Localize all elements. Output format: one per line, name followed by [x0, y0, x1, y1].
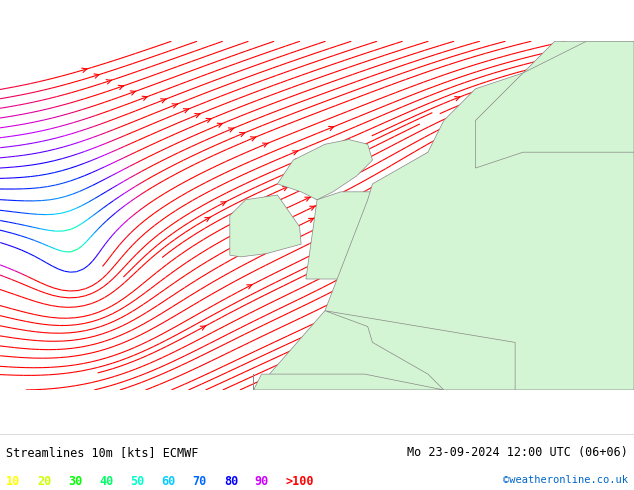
- FancyArrowPatch shape: [521, 349, 526, 354]
- FancyArrowPatch shape: [491, 324, 496, 329]
- FancyArrowPatch shape: [183, 109, 189, 113]
- FancyArrowPatch shape: [200, 326, 206, 330]
- Polygon shape: [325, 311, 515, 390]
- FancyArrowPatch shape: [205, 217, 210, 221]
- FancyArrowPatch shape: [314, 227, 320, 231]
- Text: 90: 90: [255, 475, 269, 489]
- FancyArrowPatch shape: [361, 263, 367, 268]
- FancyArrowPatch shape: [461, 310, 467, 315]
- FancyArrowPatch shape: [262, 143, 268, 147]
- FancyArrowPatch shape: [206, 119, 211, 122]
- FancyArrowPatch shape: [538, 360, 543, 364]
- FancyArrowPatch shape: [387, 267, 392, 272]
- FancyArrowPatch shape: [334, 269, 340, 273]
- FancyArrowPatch shape: [82, 68, 87, 73]
- Text: 30: 30: [68, 475, 82, 489]
- FancyArrowPatch shape: [398, 272, 404, 277]
- FancyArrowPatch shape: [439, 294, 444, 298]
- Text: 10: 10: [6, 475, 20, 489]
- FancyArrowPatch shape: [503, 339, 508, 343]
- FancyArrowPatch shape: [450, 296, 455, 301]
- FancyArrowPatch shape: [316, 259, 322, 264]
- FancyArrowPatch shape: [172, 104, 178, 108]
- FancyArrowPatch shape: [307, 185, 312, 189]
- Text: 40: 40: [100, 475, 113, 489]
- FancyArrowPatch shape: [472, 314, 478, 318]
- FancyArrowPatch shape: [533, 354, 538, 358]
- FancyArrowPatch shape: [160, 99, 166, 103]
- FancyArrowPatch shape: [217, 123, 223, 127]
- FancyArrowPatch shape: [455, 97, 460, 101]
- FancyArrowPatch shape: [434, 287, 439, 292]
- FancyArrowPatch shape: [408, 275, 414, 280]
- FancyArrowPatch shape: [515, 343, 521, 347]
- FancyArrowPatch shape: [106, 80, 112, 84]
- FancyArrowPatch shape: [119, 85, 124, 90]
- Polygon shape: [278, 140, 373, 200]
- FancyArrowPatch shape: [295, 159, 301, 163]
- FancyArrowPatch shape: [292, 151, 298, 155]
- FancyArrowPatch shape: [94, 74, 100, 78]
- FancyArrowPatch shape: [479, 320, 484, 325]
- FancyArrowPatch shape: [221, 201, 226, 206]
- Text: Mo 23-09-2024 12:00 UTC (06+06): Mo 23-09-2024 12:00 UTC (06+06): [407, 446, 628, 459]
- FancyArrowPatch shape: [418, 277, 424, 283]
- FancyArrowPatch shape: [250, 137, 256, 141]
- Polygon shape: [254, 41, 634, 390]
- Text: 80: 80: [224, 475, 238, 489]
- Text: 50: 50: [131, 475, 145, 489]
- Polygon shape: [476, 41, 634, 168]
- FancyArrowPatch shape: [455, 303, 461, 308]
- Text: 60: 60: [162, 475, 176, 489]
- FancyArrowPatch shape: [228, 128, 234, 132]
- Text: >100: >100: [286, 475, 314, 489]
- Text: 70: 70: [193, 475, 207, 489]
- Text: ©weatheronline.co.uk: ©weatheronline.co.uk: [503, 475, 628, 485]
- FancyArrowPatch shape: [309, 218, 314, 222]
- FancyArrowPatch shape: [283, 187, 288, 191]
- FancyArrowPatch shape: [423, 284, 429, 289]
- Polygon shape: [306, 144, 425, 279]
- FancyArrowPatch shape: [376, 263, 382, 268]
- FancyArrowPatch shape: [247, 285, 252, 289]
- Text: 20: 20: [37, 475, 51, 489]
- FancyArrowPatch shape: [328, 126, 334, 130]
- FancyArrowPatch shape: [142, 96, 148, 100]
- FancyArrowPatch shape: [195, 114, 200, 118]
- FancyArrowPatch shape: [529, 79, 534, 83]
- Polygon shape: [254, 374, 444, 390]
- FancyArrowPatch shape: [313, 239, 318, 244]
- FancyArrowPatch shape: [130, 91, 136, 95]
- Polygon shape: [230, 195, 301, 257]
- FancyArrowPatch shape: [496, 332, 502, 336]
- FancyArrowPatch shape: [240, 132, 245, 137]
- Text: Streamlines 10m [kts] ECMWF: Streamlines 10m [kts] ECMWF: [6, 446, 198, 459]
- FancyArrowPatch shape: [305, 197, 310, 201]
- FancyArrowPatch shape: [309, 206, 315, 210]
